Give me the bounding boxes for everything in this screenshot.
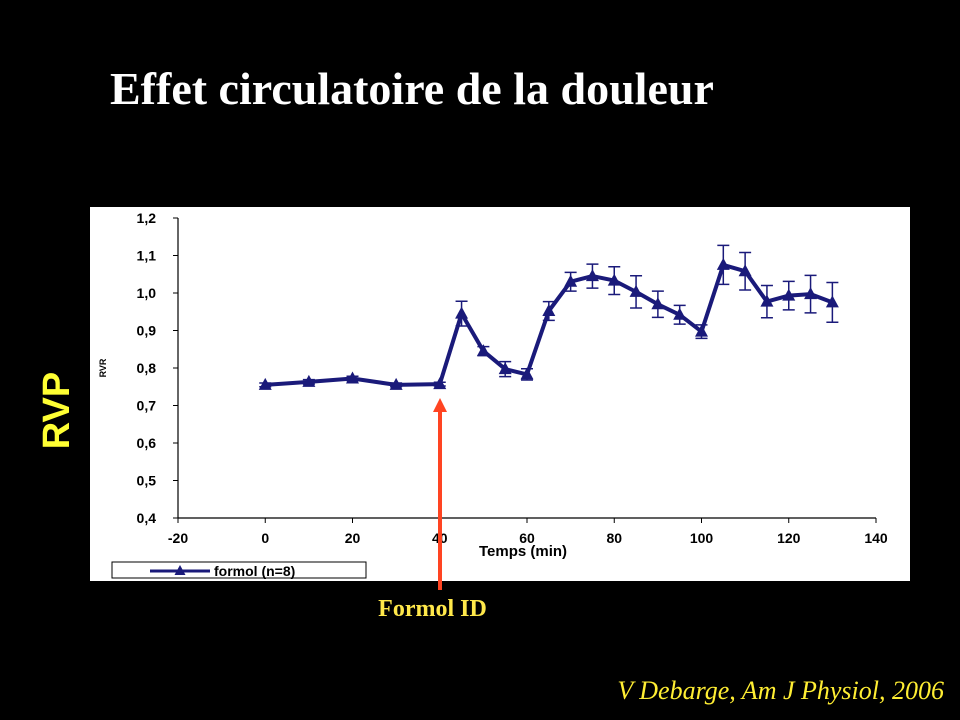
data-point [476, 344, 490, 357]
data-point [782, 288, 796, 301]
y-side-label-text: RVP [36, 371, 79, 449]
data-point [520, 367, 534, 380]
y-tick-label: 0,5 [137, 473, 157, 489]
data-point [825, 295, 839, 308]
data-point [629, 284, 643, 297]
x-tick-label: 80 [606, 530, 622, 546]
annotation-arrow [433, 398, 447, 590]
data-point [455, 306, 469, 319]
data-point [585, 269, 599, 282]
data-point [433, 377, 447, 390]
data-point [716, 257, 730, 270]
slide-title: Effet circulatoire de la douleur [110, 63, 714, 114]
x-tick-label: 0 [261, 530, 269, 546]
citation: V Debarge, Am J Physiol, 2006 [617, 676, 944, 705]
series-line [265, 262, 834, 387]
chart-panel: 0,40,50,60,70,80,91,01,11,2-200204060801… [90, 207, 910, 581]
x-tick-label: 140 [864, 530, 888, 546]
legend-label: formol (n=8) [214, 563, 295, 579]
data-point [389, 377, 403, 390]
annotation-label: Formol ID [378, 596, 487, 622]
y-tick-label: 0,4 [137, 510, 157, 526]
data-point [804, 287, 818, 300]
y-axis-title: RVR [98, 358, 108, 377]
y-side-label: RVP [28, 360, 88, 460]
x-axis-title: Temps (min) [479, 543, 567, 560]
data-point [738, 264, 752, 277]
data-point [498, 362, 512, 375]
x-tick-label: 100 [690, 530, 714, 546]
x-tick-label: -20 [168, 530, 188, 546]
x-tick-label: 60 [519, 530, 535, 546]
line-chart: 0,40,50,60,70,80,91,01,11,2-200204060801… [98, 210, 888, 579]
y-tick-label: 1,0 [137, 285, 157, 301]
y-tick-label: 0,6 [137, 435, 157, 451]
data-point [673, 307, 687, 320]
x-tick-label: 120 [777, 530, 801, 546]
data-point [651, 297, 665, 310]
y-tick-label: 0,9 [137, 323, 157, 339]
data-point [564, 274, 578, 287]
x-tick-label: 20 [345, 530, 361, 546]
legend-marker [174, 565, 186, 575]
data-point [346, 371, 359, 384]
y-tick-label: 0,8 [137, 360, 157, 376]
data-point [258, 377, 272, 390]
data-point [542, 304, 556, 316]
y-tick-label: 1,2 [137, 210, 157, 226]
data-point [695, 324, 708, 337]
data-point [302, 374, 316, 387]
y-tick-label: 1,1 [137, 248, 157, 264]
data-point [760, 294, 774, 307]
data-point [607, 273, 621, 286]
y-tick-label: 0,7 [137, 398, 157, 414]
